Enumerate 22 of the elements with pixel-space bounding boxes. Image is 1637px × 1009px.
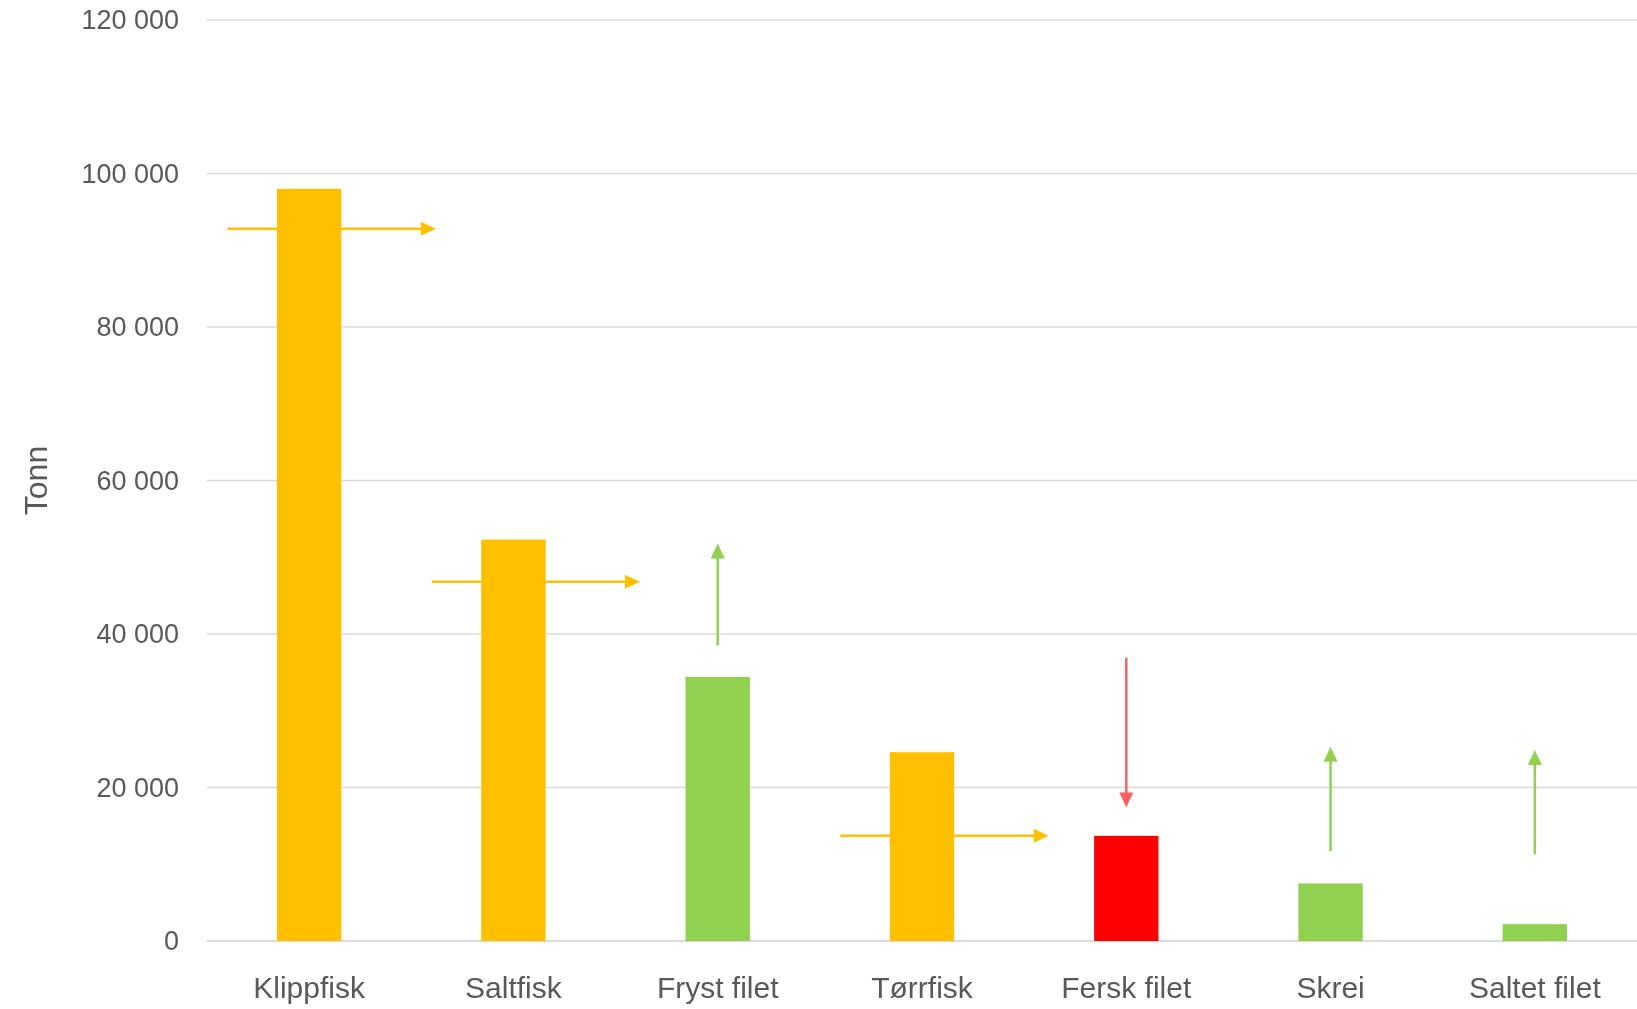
bar [276,188,342,941]
y-axis-title: Tonn [18,445,55,516]
y-tick-label: 20 000 [96,772,179,803]
y-tick-label: 60 000 [96,465,179,496]
x-tick-label: Fersk filet [1061,970,1192,1004]
x-tick-label: Skrei [1296,970,1365,1004]
bar [889,752,955,941]
y-tick-label: 0 [163,926,179,957]
bar [1298,883,1363,941]
bar [685,676,750,941]
x-tick-label: Klippfisk [253,970,366,1004]
bar [1094,835,1159,941]
bar [481,539,546,941]
x-tick-label: Tørrfisk [871,970,974,1004]
x-tick-label: Fryst filet [656,970,780,1004]
y-tick-label: 120 000 [81,5,179,36]
y-tick-label: 100 000 [81,158,179,189]
bar [1502,924,1568,941]
y-tick-label: 40 000 [96,619,179,650]
x-tick-label: Saltfisk [465,970,563,1004]
y-tick-label: 80 000 [96,312,179,343]
x-tick-label: Saltet filet [1468,970,1602,1004]
